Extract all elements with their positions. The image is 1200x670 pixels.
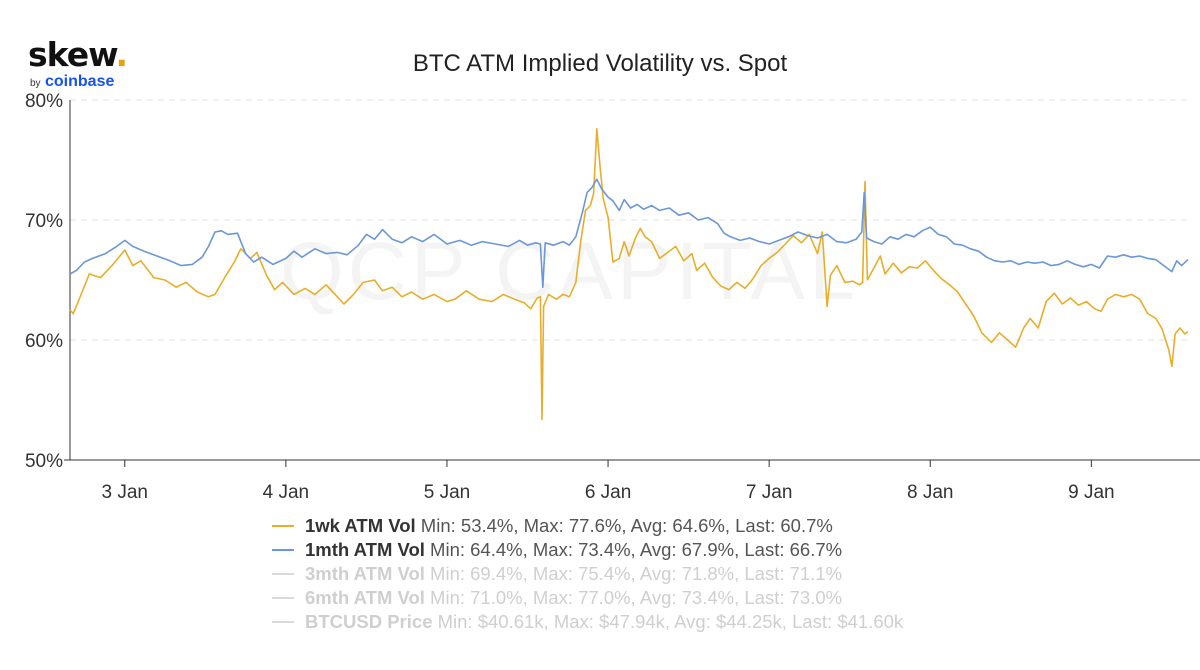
- grid-layer: [70, 99, 1188, 341]
- x-tick-label: 3 Jan: [102, 482, 148, 503]
- legend-series-stats: Min: 53.4%, Max: 77.6%, Avg: 64.6%, Last…: [415, 515, 833, 536]
- legend-series-stats: Min: $40.61k, Max: $47.94k, Avg: $44.25k…: [432, 611, 904, 632]
- legend-series-name: BTCUSD Price: [305, 611, 433, 632]
- legend-series-stats: Min: 71.0%, Max: 77.0%, Avg: 73.4%, Last…: [424, 587, 843, 608]
- legend-swatch: [272, 525, 294, 528]
- x-tick-label: 5 Jan: [424, 482, 470, 503]
- series-line-1mth-atm-vol: [69, 178, 1189, 289]
- logo-dot: .: [115, 35, 128, 74]
- skew-coinbase-logo: skew. by coinbase: [28, 38, 138, 94]
- x-tick-label: 8 Jan: [907, 482, 953, 503]
- logo-by: by: [30, 78, 41, 89]
- logo-wordmark: skew: [28, 35, 116, 74]
- x-tick-label: 6 Jan: [585, 482, 631, 503]
- y-tick-label: 50%: [25, 451, 63, 472]
- series-layer: [69, 128, 1189, 421]
- series-line-1wk-atm-vol: [69, 128, 1189, 421]
- x-tick-label: 7 Jan: [746, 482, 792, 503]
- y-tick-label: 70%: [25, 211, 63, 232]
- chart-title: BTC ATM Implied Volatility vs. Spot: [412, 50, 788, 77]
- y-tick-label: 80%: [25, 91, 63, 112]
- x-tick-label: 9 Jan: [1068, 482, 1114, 503]
- legend-swatch: [272, 549, 294, 552]
- legend: 1wk ATM Vol Min: 53.4%, Max: 77.6%, Avg:…: [272, 514, 1032, 634]
- legend-series-name: 1mth ATM Vol: [305, 539, 425, 560]
- legend-series-name: 3mth ATM Vol: [305, 563, 425, 584]
- logo-brand: coinbase: [45, 73, 115, 90]
- legend-item[interactable]: BTCUSD Price Min: $40.61k, Max: $47.94k,…: [272, 610, 1032, 634]
- axis-layer: 50% 60% 70% 80% 3 Jan 4 Jan 5 Jan 6 Jan 7 Jan 8 J…: [25, 91, 1200, 503]
- legend-item[interactable]: 1mth ATM Vol Min: 64.4%, Max: 73.4%, Avg…: [272, 538, 1032, 562]
- y-tick-label: 60%: [25, 331, 63, 352]
- legend-series-name: 1wk ATM Vol: [305, 515, 416, 536]
- legend-item[interactable]: 1wk ATM Vol Min: 53.4%, Max: 77.6%, Avg:…: [272, 514, 1032, 538]
- legend-swatch: [272, 621, 294, 624]
- legend-series-stats: Min: 64.4%, Max: 73.4%, Avg: 67.9%, Last…: [424, 539, 843, 560]
- legend-series-name: 6mth ATM Vol: [305, 587, 425, 608]
- legend-item[interactable]: 6mth ATM Vol Min: 71.0%, Max: 77.0%, Avg…: [272, 586, 1032, 610]
- legend-item[interactable]: 3mth ATM Vol Min: 69.4%, Max: 75.4%, Avg…: [272, 562, 1032, 586]
- legend-swatch: [272, 597, 294, 600]
- legend-series-stats: Min: 69.4%, Max: 75.4%, Avg: 71.8%, Last…: [424, 563, 843, 584]
- x-tick-label: 4 Jan: [263, 482, 309, 503]
- legend-swatch: [272, 573, 294, 576]
